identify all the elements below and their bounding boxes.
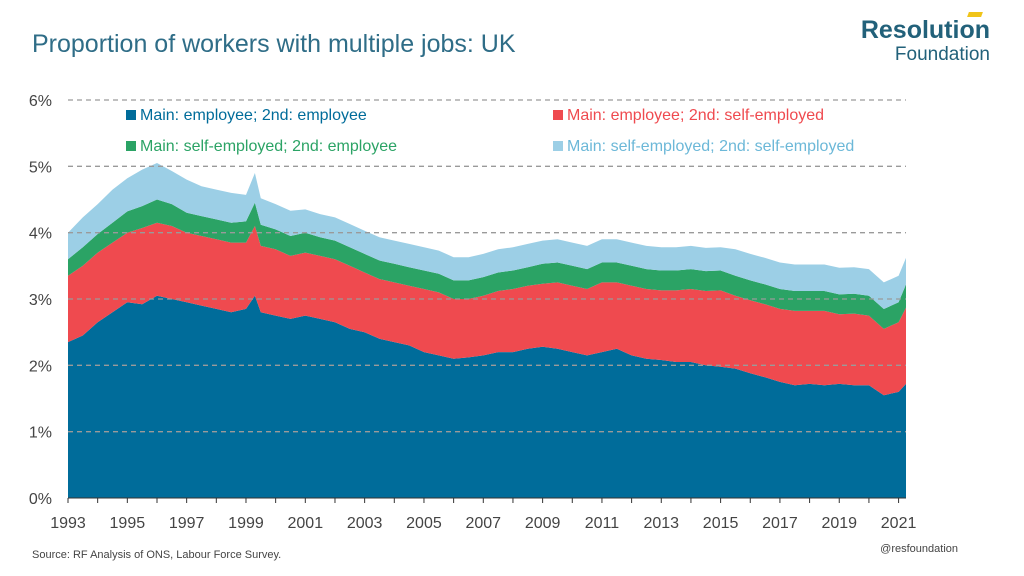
x-tick-label: 1995 [110, 515, 146, 532]
x-tick-label: 2019 [821, 515, 857, 532]
legend: Main: employee; 2nd: employee Main: emplo… [126, 107, 854, 155]
x-tick-label: 2015 [703, 515, 739, 532]
chart-title: Proportion of workers with multiple jobs… [32, 30, 516, 58]
x-tick-label: 2011 [585, 515, 620, 532]
x-tick-label: 1997 [169, 515, 205, 532]
x-tick-label: 2001 [288, 515, 324, 532]
y-tick-label: 2% [29, 358, 52, 375]
y-tick-label: 5% [29, 159, 52, 176]
y-tick-label: 3% [29, 292, 52, 309]
x-tick-label: 2017 [762, 515, 798, 532]
area-series-1 [68, 295, 906, 498]
legend-swatch [553, 110, 563, 120]
x-tick-label: 2005 [406, 515, 442, 532]
y-tick-label: 1% [29, 425, 52, 442]
area-layers [68, 163, 906, 498]
source-note: Source: RF Analysis of ONS, Labour Force… [32, 549, 282, 561]
x-tick-label: 1999 [228, 515, 264, 532]
legend-swatch [126, 110, 136, 120]
brand-name: Resolution [861, 12, 990, 43]
y-tick-label: 6% [29, 93, 52, 110]
legend-label: Main: employee; 2nd: employee [140, 107, 367, 124]
x-tick-label: 2007 [465, 515, 501, 532]
x-tick-label: 2009 [525, 515, 561, 532]
twitter-handle: @resfoundation [880, 543, 958, 555]
y-tick-label: 4% [29, 226, 52, 243]
x-tick-label: 1993 [50, 515, 86, 532]
legend-label: Main: self-employed; 2nd: employee [140, 138, 397, 155]
legend-label: Main: employee; 2nd: self-employed [567, 107, 824, 124]
y-tick-label: 0% [29, 491, 52, 508]
brand-logo: Resolution Foundation [861, 12, 990, 65]
x-axis: 1993 1995 1997 1999 2001 2003 2005 2007 2009 2011… [50, 497, 917, 532]
gridlines [68, 99, 906, 433]
legend-swatch [553, 141, 563, 151]
area-series-4 [68, 163, 906, 309]
legend-swatch [126, 141, 136, 151]
brand-subname: Foundation [894, 44, 990, 65]
legend-label: Main: self-employed; 2nd: self-employed [567, 138, 854, 155]
x-tick-label: 2013 [643, 515, 679, 532]
x-tick-label: 2003 [347, 515, 383, 532]
y-axis: 0% 1% 2% 3% 4% 5% 6% [29, 93, 52, 508]
x-tick-label: 2021 [881, 515, 917, 532]
area-series-2 [68, 222, 906, 396]
area-series-3 [68, 199, 906, 329]
